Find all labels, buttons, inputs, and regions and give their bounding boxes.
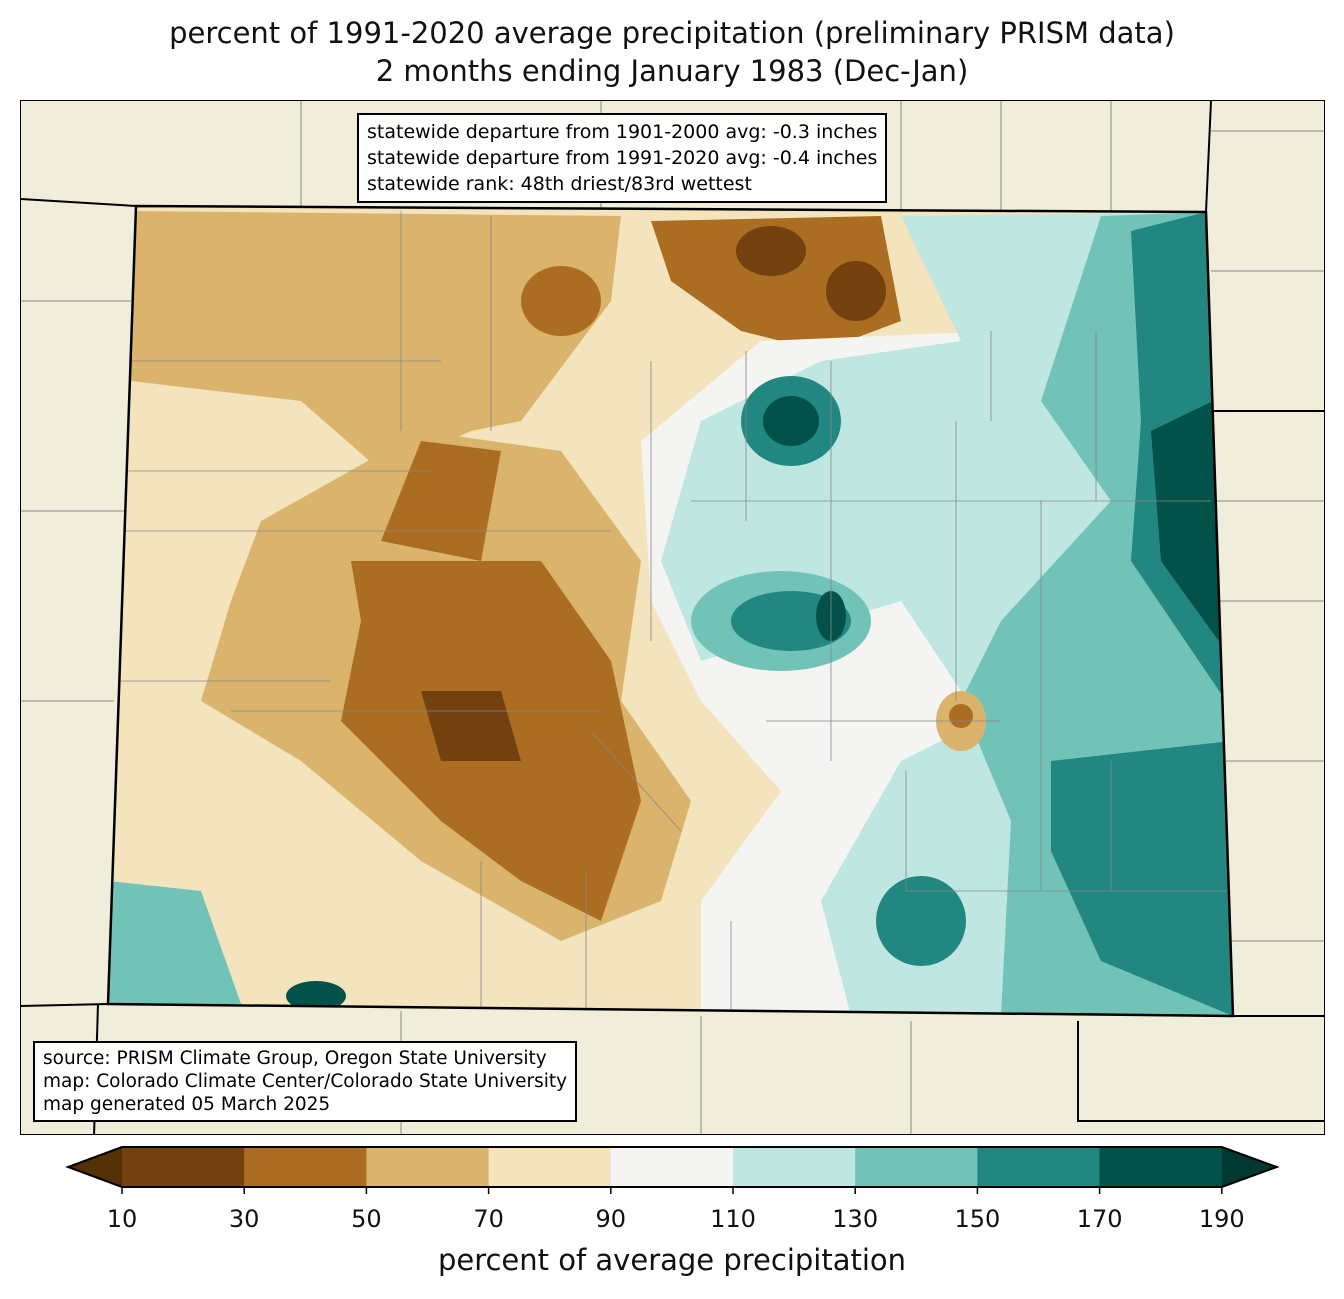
colorbar-swatch	[855, 1147, 978, 1187]
colorbar-tick-label: 30	[228, 1205, 260, 1233]
colorbar-tick-label: 130	[832, 1205, 879, 1233]
state-borders	[21, 101, 1324, 1134]
precipitation-map: statewide departure from 1901-2000 avg: …	[20, 100, 1325, 1135]
map-title: percent of 1991-2020 average precipitati…	[169, 16, 1175, 50]
colorbar-swatch	[488, 1147, 612, 1187]
colorbar-tick-label: 170	[1076, 1205, 1123, 1233]
stat-line: statewide departure from 1991-2020 avg: …	[367, 147, 878, 169]
colorbar-tick-label: 190	[1198, 1205, 1245, 1233]
map-subtitle: 2 months ending January 1983 (Dec-Jan)	[375, 54, 969, 88]
source-line: map generated 05 March 2025	[43, 1094, 331, 1115]
colorbar-tick-label: 10	[106, 1205, 138, 1233]
source-line: map: Colorado Climate Center/Colorado St…	[43, 1071, 568, 1092]
colorbar-tick-label: 50	[351, 1205, 382, 1233]
colorbar-swatch	[366, 1147, 490, 1187]
colorbar-swatch	[244, 1147, 367, 1187]
colorado-map-svg	[21, 101, 1324, 1134]
colorbar-swatch	[733, 1147, 856, 1187]
county-borders	[116, 211, 1231, 1016]
colorbar-swatch	[1099, 1147, 1223, 1187]
colorbar-tick-label: 90	[595, 1205, 627, 1233]
stat-line: statewide departure from 1901-2000 avg: …	[367, 121, 878, 143]
source-box: source: PRISM Climate Group, Oregon Stat…	[33, 1041, 578, 1122]
colorbar	[65, 1146, 1280, 1194]
colorbar-swatch	[122, 1147, 245, 1187]
colorbar-swatch	[977, 1147, 1101, 1187]
colorbar-label: percent of average precipitation	[437, 1243, 907, 1277]
colorbar-under-arrow	[68, 1147, 122, 1187]
stat-line: statewide rank: 48th driest/83rd wettest	[367, 173, 752, 195]
colorbar-tick-label: 150	[954, 1205, 1001, 1233]
source-line: source: PRISM Climate Group, Oregon Stat…	[43, 1048, 547, 1069]
precip-field	[108, 206, 1233, 1016]
statewide-stats-box: statewide departure from 1901-2000 avg: …	[357, 113, 888, 203]
colorbar-tick-label: 70	[473, 1205, 504, 1233]
colorbar-over-arrow	[1221, 1147, 1277, 1187]
colorbar-tick-label: 110	[710, 1205, 756, 1233]
colorbar-swatch	[610, 1147, 734, 1187]
